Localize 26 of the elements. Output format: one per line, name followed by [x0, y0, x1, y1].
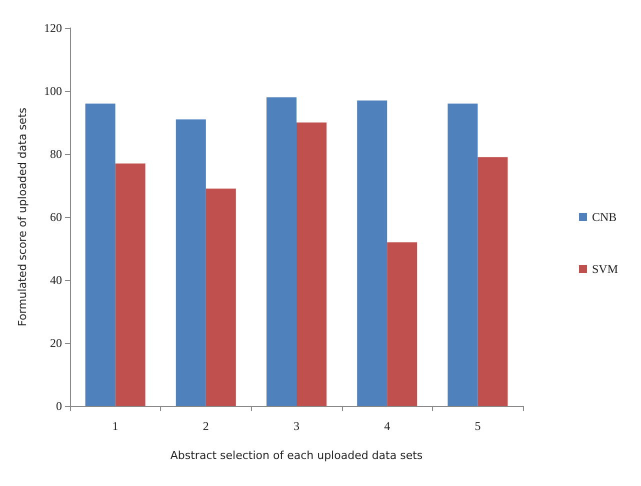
bar: [115, 163, 146, 406]
x-tick-label: 1: [112, 419, 118, 433]
y-tick-label: 80: [50, 147, 62, 161]
y-tick-label: 100: [44, 84, 62, 98]
y-tick-label: 60: [50, 210, 62, 224]
bar: [478, 157, 508, 406]
y-tick-label: 40: [50, 273, 62, 287]
bar: [85, 104, 116, 406]
bar: [448, 104, 478, 406]
bar: [357, 100, 388, 406]
x-tick-label: 5: [474, 419, 481, 433]
bar: [387, 242, 418, 406]
bar: [176, 119, 206, 406]
bar: [206, 188, 236, 406]
y-tick-label: 0: [56, 399, 62, 413]
x-tick-label: 3: [294, 419, 300, 433]
y-tick-label: 20: [50, 336, 62, 350]
x-axis-title: Abstract selection of each uploaded data sets: [170, 449, 423, 462]
bar: [266, 97, 296, 406]
bar: [296, 122, 326, 406]
y-axis-title: Formulated score of uploaded data sets: [16, 107, 29, 326]
x-tick-label: 4: [384, 419, 390, 433]
legend-label: CNB: [592, 210, 617, 224]
y-tick-label: 120: [44, 21, 62, 35]
legend-label: SVM: [592, 262, 618, 276]
x-tick-label: 2: [202, 419, 209, 433]
